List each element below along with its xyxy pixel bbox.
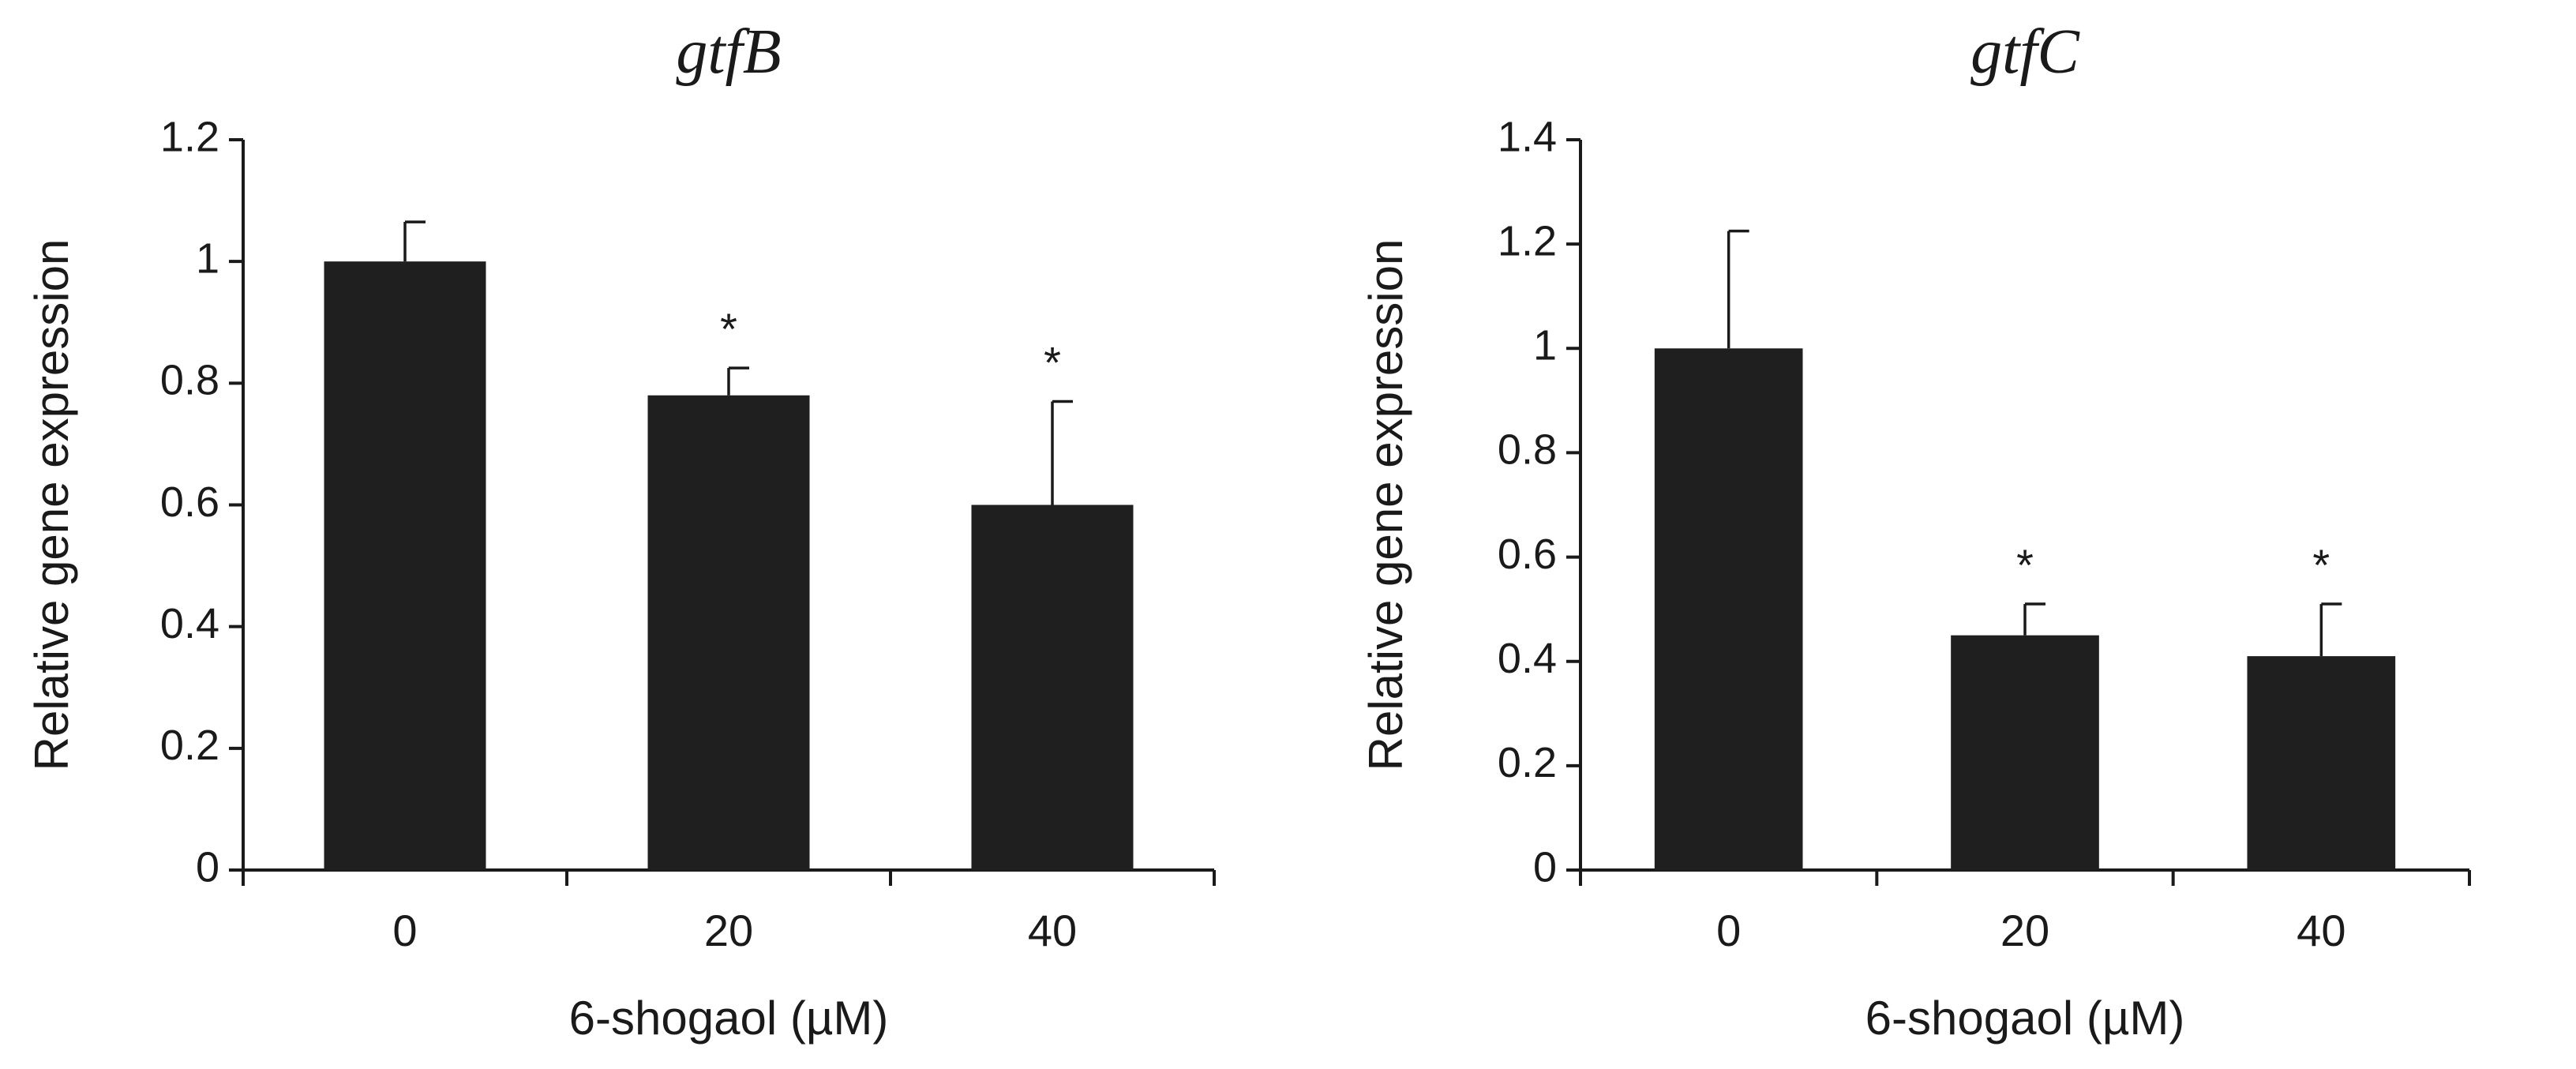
x-tick-label: 40 [1028, 906, 1077, 955]
bar-40 [2247, 656, 2396, 870]
y-tick-label: 0.4 [1498, 635, 1557, 682]
x-tick-label: 20 [2000, 906, 2049, 955]
y-tick-label: 0.8 [1498, 426, 1557, 474]
gtfc-chart: gtfC Relative gene expression 6-shogaol … [1359, 17, 2471, 1045]
significance-star: * [2016, 540, 2034, 590]
chart-title: gtfC [1970, 17, 2080, 87]
y-tick-label: 0.6 [1498, 531, 1557, 578]
bar-40 [971, 504, 1134, 870]
x-tick-label: 20 [704, 906, 753, 955]
y-tick-label: 0 [1533, 843, 1557, 891]
chart-marks: 0 0.2 0.4 0.6 0.8 1 1.2 0 20 * 40 * [160, 113, 1216, 955]
bar-20 [1951, 635, 2099, 870]
y-tick-label: 0.4 [160, 600, 219, 647]
y-tick-label: 0.8 [160, 357, 219, 404]
x-tick-label: 40 [2297, 906, 2345, 955]
y-axis-label: Relative gene expression [25, 239, 78, 771]
x-axis-label: 6-shogaol (µM) [569, 992, 889, 1045]
significance-star: * [1044, 337, 1061, 387]
y-tick-label: 1.2 [1498, 217, 1557, 264]
y-tick-label: 1.2 [160, 113, 219, 160]
y-tick-label: 1 [1533, 322, 1557, 369]
gtfb-chart: gtfB Relative gene expression 6-shogaol … [25, 17, 1216, 1045]
bar-0 [1654, 348, 1803, 870]
y-tick-label: 1.4 [1498, 113, 1557, 160]
bar-20 [647, 395, 810, 870]
y-axis-label: Relative gene expression [1359, 239, 1412, 771]
y-tick-label: 0 [196, 843, 219, 891]
chart-marks: 0 0.2 0.4 0.6 0.8 1 1.2 1.4 0 20 * 40 * [1498, 113, 2471, 955]
y-tick-label: 0.6 [160, 478, 219, 526]
bar-0 [324, 261, 486, 871]
significance-star: * [2312, 540, 2330, 590]
x-tick-label: 0 [392, 906, 417, 955]
y-tick-label: 1 [196, 234, 219, 282]
x-tick-label: 0 [1716, 906, 1741, 955]
chart-title: gtfB [676, 17, 781, 87]
x-axis-label: 6-shogaol (µM) [1865, 992, 2185, 1045]
y-tick-label: 0.2 [160, 722, 219, 769]
significance-star: * [720, 304, 737, 354]
y-tick-label: 0.2 [1498, 739, 1557, 786]
